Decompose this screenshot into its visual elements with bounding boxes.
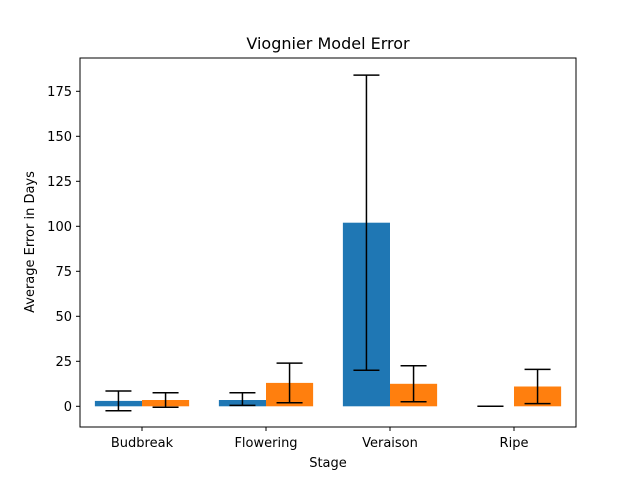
x-axis-label: Stage [309,456,347,471]
y-tick-label: 100 [47,220,72,235]
x-tick-label-ripe: Ripe [500,436,529,451]
y-tick-label: 0 [64,400,72,415]
y-tick-label: 175 [47,85,72,100]
y-tick-label: 75 [55,265,72,280]
x-tick-label-flowering: Flowering [234,436,297,451]
y-tick-label: 150 [47,130,72,145]
plot-area: 0 25 50 75 100 125 150 175 Budbreak Flowering Vera… [47,57,577,451]
y-tick-label: 125 [47,175,72,190]
chart-title: Viognier Model Error [246,34,410,53]
y-tick-label: 50 [55,310,72,325]
y-tick-label: 25 [55,355,72,370]
x-tick-label-veraison: Veraison [362,436,418,451]
x-tick-label-budbreak: Budbreak [111,436,174,451]
axes-frame [79,57,577,428]
y-axis-label: Average Error in Days [23,171,38,313]
